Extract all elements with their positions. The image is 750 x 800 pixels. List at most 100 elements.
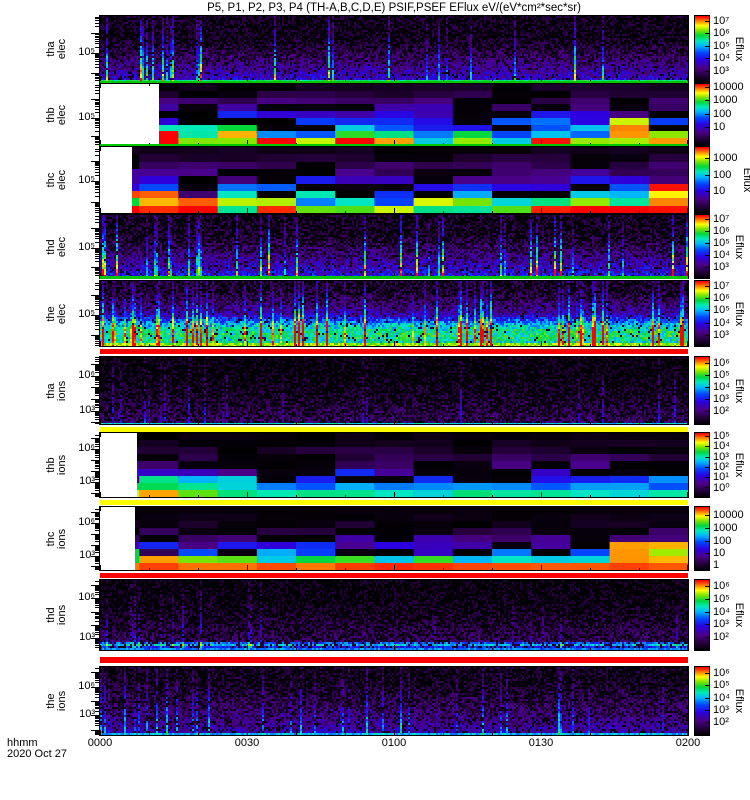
- colorbar-title-thd-elec: Eflux: [733, 234, 745, 259]
- colorbar-tha-ions: [695, 357, 709, 424]
- cbar-tick-label-tha-elec-1: 10⁶: [713, 27, 730, 40]
- ytick-label-thc-ions-1: 10³: [79, 548, 95, 561]
- cbar-tick-label-the-ions-4: 10²: [713, 716, 729, 729]
- cbar-tick-label-thb-ions-5: 10⁰: [713, 482, 730, 495]
- cbar-tick-label-the-ions-2: 10⁴: [713, 691, 730, 704]
- cbar-tick-label-the-elec-3: 10⁴: [713, 316, 730, 329]
- cbar-tick-label-thd-elec-4: 10³: [713, 261, 729, 274]
- yaxis-ticks-thd-ions: [91, 580, 99, 650]
- cbar-tick-label-thd-elec-3: 10⁴: [713, 249, 730, 262]
- colorbar-frame-tha-ions: [694, 356, 710, 425]
- colorbar-frame-tha-elec: [694, 15, 710, 83]
- ytick-label-thd-elec-0: 10⁵: [78, 240, 95, 253]
- cbar-tick-label-the-elec-4: 10³: [713, 328, 729, 341]
- cbar-tick-label-thd-ions-3: 10³: [713, 618, 729, 631]
- cbar-tick-label-thd-ions-1: 10⁵: [713, 592, 730, 605]
- colorbar-frame-the-elec: [694, 280, 710, 347]
- colorbar-frame-thd-elec: [694, 214, 710, 279]
- spectrogram-thd-elec: [100, 215, 688, 278]
- separator-thb-ions: [100, 500, 688, 505]
- separator-thd-elec: [100, 276, 688, 279]
- figure-title: P5, P1, P2, P3, P4 (TH-A,B,C,D,E) PSIF,P…: [207, 2, 581, 14]
- spectrogram-tha-ions: [100, 357, 688, 424]
- colorbar-the-elec: [695, 281, 709, 346]
- cbar-tick-label-tha-ions-2: 10⁴: [713, 381, 730, 394]
- cbar-tick-label-tha-elec-4: 10³: [713, 64, 729, 77]
- separator-thd-ions: [100, 657, 688, 663]
- yaxis-ticks-thd-elec: [91, 215, 99, 278]
- xtick-label-3: 0130: [528, 737, 554, 749]
- cbar-tick-label-thc-ions-0: 10000: [713, 508, 744, 521]
- cbar-tick-label-thc-elec-2: 10: [713, 185, 726, 198]
- cbar-tick-label-the-ions-3: 10³: [713, 703, 729, 716]
- ytick-label-thc-elec-0: 10⁵: [78, 174, 95, 187]
- x-axis-unit-label: hhmm: [7, 737, 38, 749]
- cbar-tick-label-thb-ions-4: 10¹: [713, 471, 729, 484]
- cbar-tick-label-thb-elec-3: 10: [713, 121, 726, 134]
- cbar-tick-label-thb-ions-0: 10⁵: [713, 430, 730, 443]
- separator-tha-elec: [100, 81, 688, 84]
- colorbar-thb-ions: [695, 433, 709, 497]
- cbar-tick-label-thb-elec-0: 10000: [713, 81, 744, 94]
- xtick-label-1: 0030: [234, 737, 260, 749]
- panel-ylabel-tha-ions: tha ions: [45, 380, 68, 401]
- cbar-tick-label-thb-ions-3: 10²: [713, 460, 729, 473]
- cbar-tick-label-tha-elec-3: 10⁴: [713, 52, 730, 65]
- spectrogram-thd-ions: [100, 580, 688, 650]
- panel-ylabel-thb-ions: thb ions: [45, 454, 68, 476]
- yaxis-ticks-thc-ions: [91, 507, 99, 570]
- separator-thb-elec: [100, 144, 688, 147]
- colorbar-thd-ions: [695, 580, 709, 650]
- colorbar-frame-thb-ions: [694, 432, 710, 498]
- xtick-label-0: 0000: [87, 737, 113, 749]
- cbar-tick-label-thc-ions-3: 10: [713, 546, 726, 559]
- ytick-label-thd-ions-1: 10³: [79, 631, 95, 644]
- date-label: 2020 Oct 27: [7, 748, 67, 760]
- colorbar-frame-the-ions: [694, 666, 710, 736]
- ytick-label-tha-ions-1: 10³: [79, 403, 95, 416]
- colorbar-thd-elec: [695, 215, 709, 278]
- yaxis-ticks-thb-elec: [91, 84, 99, 145]
- spectrogram-thc-elec: [100, 147, 688, 213]
- colorbar-title-tha-elec: Eflux: [733, 36, 745, 62]
- cbar-tick-label-the-elec-2: 10⁵: [713, 304, 730, 317]
- cbar-tick-label-the-elec-1: 10⁶: [713, 291, 730, 304]
- colorbar-frame-thc-elec: [694, 146, 710, 214]
- yaxis-ticks-thc-elec: [91, 147, 99, 213]
- cbar-tick-label-thc-elec-0: 1000: [713, 152, 738, 165]
- spectrogram-thc-ions: [100, 507, 688, 570]
- cbar-tick-label-the-ions-1: 10⁵: [713, 679, 730, 692]
- cbar-tick-label-thc-elec-1: 100: [713, 168, 732, 181]
- spectrogram-thb-elec: [100, 84, 688, 145]
- ytick-label-thb-elec-0: 10⁵: [78, 110, 95, 123]
- cbar-tick-label-tha-ions-1: 10⁵: [713, 369, 730, 382]
- ytick-label-the-ions-1: 10³: [79, 708, 95, 721]
- yaxis-ticks-the-elec: [91, 281, 99, 346]
- ytick-label-tha-ions-0: 10⁶: [78, 368, 95, 381]
- cbar-tick-label-thb-elec-1: 1000: [713, 94, 738, 107]
- colorbar-title-thb-ions: Eflux: [733, 452, 745, 478]
- yaxis-ticks-the-ions: [91, 667, 99, 735]
- yaxis-ticks-tha-ions: [91, 357, 99, 424]
- cbar-tick-label-thb-ions-1: 10⁴: [713, 440, 730, 453]
- panel-ylabel-thd-ions: thd ions: [45, 604, 68, 626]
- cbar-tick-label-thc-ions-2: 100: [713, 535, 732, 548]
- cbar-tick-label-tha-elec-0: 10⁷: [713, 14, 730, 27]
- cbar-tick-label-the-ions-0: 10⁶: [713, 667, 730, 680]
- ytick-label-thc-ions-0: 10⁶: [78, 515, 95, 528]
- ytick-label-the-ions-0: 10⁶: [78, 679, 95, 692]
- colorbar-title-the-elec: Eflux: [733, 301, 745, 326]
- cbar-tick-label-thc-ions-1: 1000: [713, 521, 738, 534]
- yaxis-ticks-thb-ions: [91, 433, 99, 497]
- colorbar-title-the-ions: Eflux: [733, 688, 745, 714]
- ytick-label-thb-ions-0: 10⁶: [78, 442, 95, 454]
- cbar-tick-label-thc-ions-4: 1: [713, 558, 720, 571]
- separator-the-elec: [100, 349, 688, 354]
- colorbar-frame-thd-ions: [694, 579, 710, 651]
- ytick-label-the-elec-0: 10⁵: [78, 307, 95, 320]
- colorbar-frame-thc-ions: [694, 506, 710, 571]
- ytick-label-thb-ions-1: 10³: [79, 475, 95, 488]
- cbar-tick-label-thd-elec-1: 10⁶: [713, 225, 730, 238]
- xtick-label-2: 0100: [381, 737, 407, 749]
